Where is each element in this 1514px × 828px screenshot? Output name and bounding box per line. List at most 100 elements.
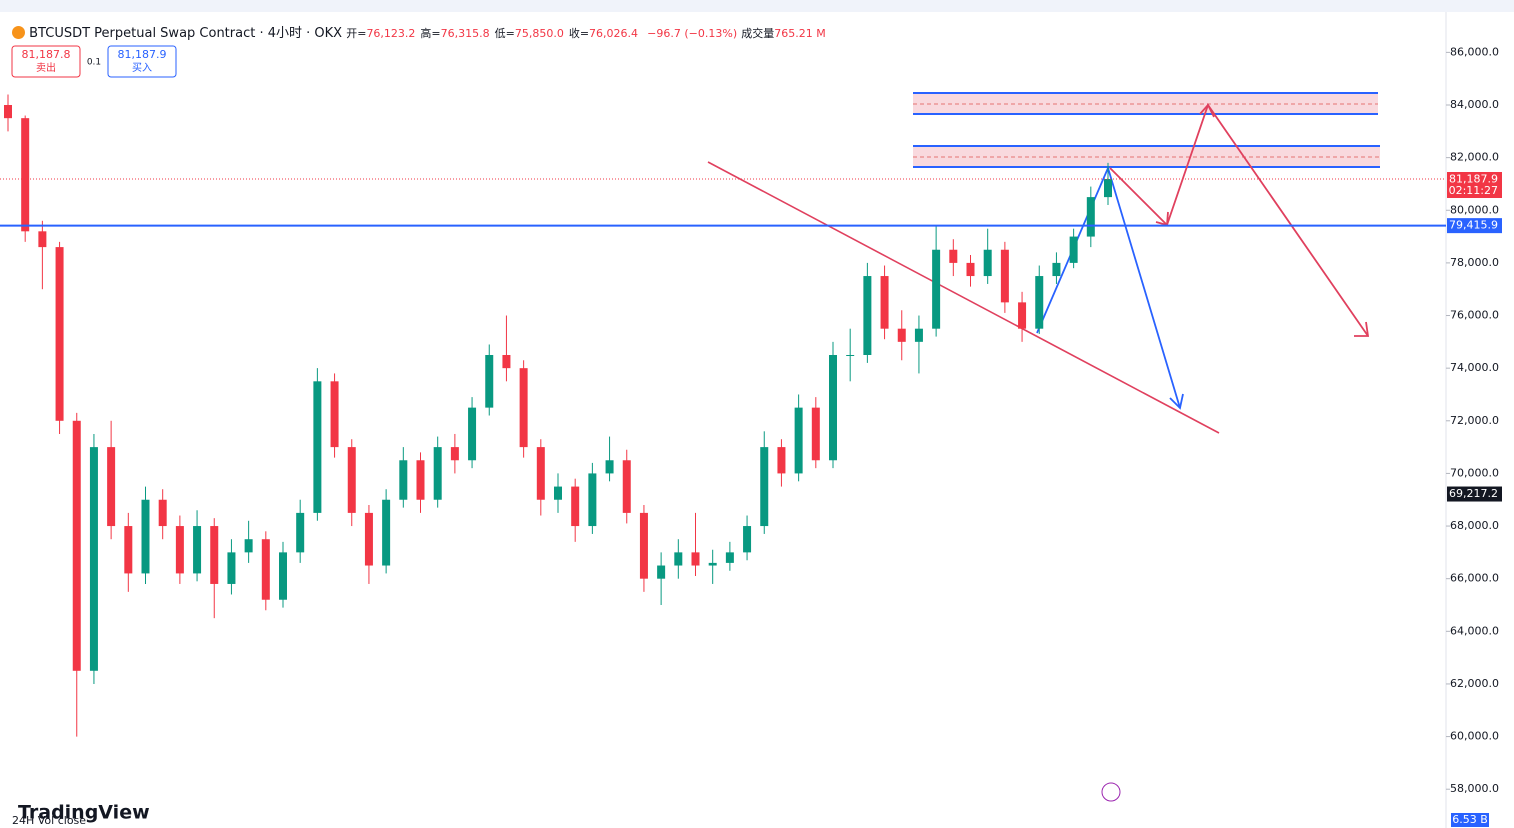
candle-body xyxy=(244,539,253,553)
vol-badge: 6.53 B xyxy=(1452,813,1488,826)
candle-body xyxy=(485,355,494,408)
spread: 0.1 xyxy=(87,58,101,68)
candle-body xyxy=(846,355,855,356)
candle-body xyxy=(657,565,666,579)
ohlc-label: 开= xyxy=(346,27,367,40)
sell-box[interactable] xyxy=(11,45,81,78)
candle-body xyxy=(622,460,631,513)
countdown: 02:11:27 xyxy=(1449,184,1498,197)
candle-body xyxy=(313,381,322,513)
sell-price: 81,187.8 xyxy=(22,48,71,61)
candle-body xyxy=(468,407,477,461)
candle-body xyxy=(811,407,820,461)
volume-label: 成交量 xyxy=(741,27,775,40)
candle-body xyxy=(863,276,872,355)
candle-body xyxy=(708,562,717,566)
candle-body xyxy=(571,486,580,527)
event-icon xyxy=(1101,782,1121,802)
candle-body xyxy=(519,368,528,448)
candle-body xyxy=(691,552,700,566)
y-tick-label: 60,000.0 xyxy=(1450,730,1499,743)
y-tick-label: 84,000.0 xyxy=(1450,98,1499,111)
brand-logo: TradingView xyxy=(18,802,150,824)
candle-body xyxy=(932,249,941,329)
candle-body xyxy=(279,552,287,600)
candle-body xyxy=(743,526,752,553)
y-tick-label: 68,000.0 xyxy=(1450,519,1499,532)
candle-body xyxy=(38,231,47,248)
candle-body xyxy=(347,447,356,513)
candle-body xyxy=(966,262,975,277)
change: −96.7 (−0.13%) xyxy=(647,27,738,40)
y-tick-label: 62,000.0 xyxy=(1450,677,1499,690)
price-label: 81,187.9 xyxy=(1449,173,1498,186)
candle-body xyxy=(1000,249,1009,303)
candle-body xyxy=(399,460,408,500)
ohlc-value: 76,026.4 xyxy=(589,27,639,40)
y-tick-label: 66,000.0 xyxy=(1450,572,1499,585)
candle-body xyxy=(141,499,150,574)
ohlc: 开=76,123.2 高=76,315.8 低=75,850.0 收=76,026.4 xyxy=(346,27,643,40)
candle-body xyxy=(502,355,511,369)
candle-body xyxy=(261,539,270,600)
candle-body xyxy=(880,276,889,329)
candle-body xyxy=(829,355,837,461)
candle-body xyxy=(794,407,803,474)
candle-body xyxy=(364,512,373,566)
candle-body xyxy=(450,447,459,461)
ohlc-label: 低= xyxy=(494,27,515,40)
candle-body xyxy=(382,499,391,566)
y-tick-label: 82,000.0 xyxy=(1450,151,1499,164)
candle-body xyxy=(175,526,184,574)
coin-icon xyxy=(12,26,25,39)
price-label-bg xyxy=(1447,486,1502,502)
trendline xyxy=(707,161,1220,434)
candle-body xyxy=(725,552,734,563)
buy-box[interactable] xyxy=(107,45,177,78)
candle-body xyxy=(55,247,64,421)
candle-body xyxy=(227,552,236,584)
sell-label: 卖出 xyxy=(36,61,56,74)
candle-body xyxy=(1086,197,1095,237)
candle-body xyxy=(777,447,786,474)
y-tick-label: 70,000.0 xyxy=(1450,466,1499,479)
ohlc-value: 75,850.0 xyxy=(514,27,564,40)
y-tick-label: 78,000.0 xyxy=(1450,256,1499,269)
candle-body xyxy=(4,105,12,119)
y-tick-label: 86,000.0 xyxy=(1450,45,1499,58)
candle-body xyxy=(21,118,30,232)
vol-footer: 24H Vol close xyxy=(12,814,86,827)
candle-body xyxy=(124,526,133,574)
vol-badge-bg xyxy=(1451,813,1489,827)
candle-body xyxy=(639,512,648,579)
ohlc-value: 76,123.2 xyxy=(366,27,416,40)
candle-body xyxy=(193,526,202,574)
buy-label: 买入 xyxy=(132,62,152,74)
ohlc-label: 高= xyxy=(420,27,441,40)
candle-body xyxy=(674,552,683,566)
symbol-title: BTCUSDT Perpetual Swap Contract · 4小时 · … xyxy=(29,26,343,41)
candle-body xyxy=(760,447,769,527)
candle-body xyxy=(107,447,116,527)
price-label: 69,217.2 xyxy=(1449,487,1498,500)
candle-body xyxy=(536,447,545,500)
candle-body xyxy=(1052,262,1061,277)
candle-body xyxy=(605,460,614,474)
candle-body xyxy=(330,381,339,448)
y-tick-label: 80,000.0 xyxy=(1450,203,1499,216)
candle-body xyxy=(416,460,425,500)
candle-body xyxy=(554,486,562,500)
candle-body xyxy=(158,499,167,527)
ohlc-label: 收= xyxy=(568,27,590,40)
volume-value: 765.21 M xyxy=(774,27,826,40)
candle-body xyxy=(1104,179,1112,198)
buy-price: 81,187.9 xyxy=(118,48,167,61)
candle-body xyxy=(1069,236,1078,263)
y-tick-label: 58,000.0 xyxy=(1450,782,1499,795)
price-label: 79,415.9 xyxy=(1449,219,1498,232)
y-tick-label: 72,000.0 xyxy=(1450,414,1499,427)
header: BTCUSDT Perpetual Swap Contract · 4小时 · … xyxy=(12,22,826,41)
candle-body xyxy=(949,249,958,263)
